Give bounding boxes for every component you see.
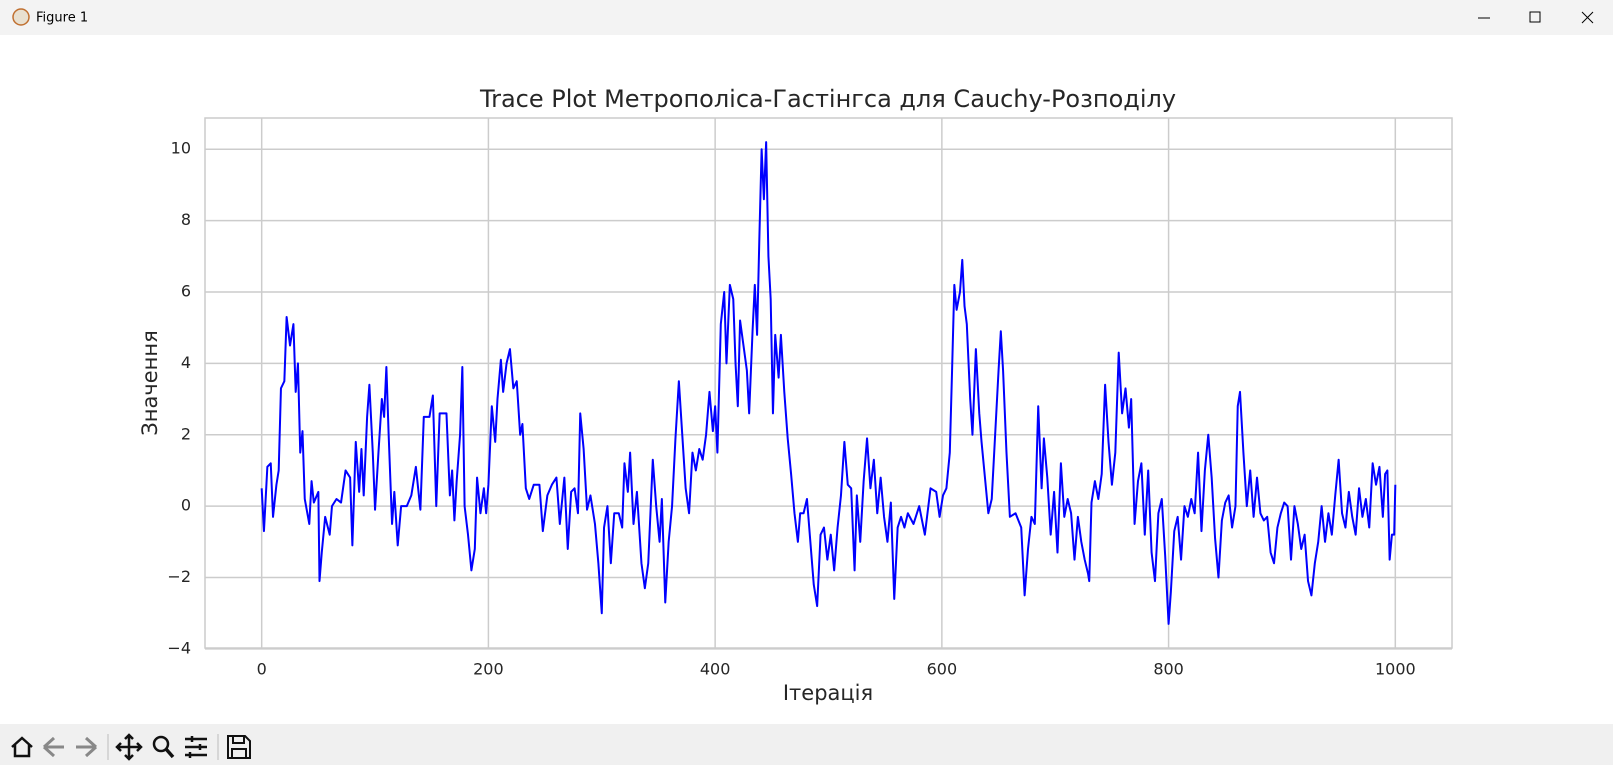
x-tick-label: 800 (1153, 660, 1184, 679)
chart-title: Trace Plot Метрополіса-Гастінгса для Cau… (479, 85, 1176, 113)
x-tick-label: 400 (700, 660, 731, 679)
forward-button[interactable] (76, 736, 98, 758)
configure-button[interactable] (185, 736, 207, 758)
y-tick-label: −2 (167, 567, 191, 586)
y-tick-label: 8 (181, 210, 191, 229)
zoom-handle (164, 747, 175, 759)
y-tick-label: −4 (167, 638, 191, 657)
close-button[interactable] (1581, 11, 1594, 24)
save-button[interactable] (227, 735, 251, 759)
x-tick-label: 600 (927, 660, 958, 679)
y-tick-label: 4 (181, 353, 191, 372)
x-tick-label: 0 (257, 660, 267, 679)
window-title: Figure 1 (36, 11, 88, 26)
toolbar (0, 724, 1613, 765)
plot-frame (204, 117, 1453, 649)
title-bar (0, 0, 1613, 35)
y-tick-label: 10 (171, 139, 191, 158)
x-tick-label: 1000 (1375, 660, 1416, 679)
zoom-button[interactable] (152, 735, 170, 753)
y-tick-label: 2 (181, 424, 191, 443)
trace-line (260, 141, 1397, 625)
home-button[interactable] (11, 736, 33, 758)
chart: Trace Plot Метрополіса-Гастінгса для Cau… (138, 85, 1453, 705)
y-tick-label: 0 (181, 496, 191, 515)
pan-button[interactable] (115, 733, 143, 761)
back-button[interactable] (42, 736, 64, 758)
maximize-button[interactable] (1529, 11, 1541, 23)
x-axis-label: Ітерація (783, 681, 873, 705)
x-tick-label: 200 (473, 660, 504, 679)
app-icon (12, 8, 30, 26)
y-tick-label: 6 (181, 281, 191, 300)
y-axis-label: Значення (138, 330, 162, 435)
